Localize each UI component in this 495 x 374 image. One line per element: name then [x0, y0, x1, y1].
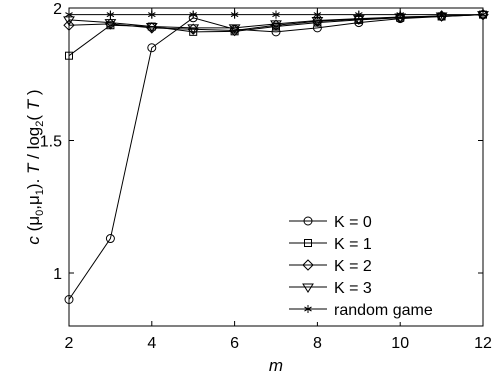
- x-axis-label: m: [269, 356, 283, 374]
- y-label-close: ).: [24, 174, 43, 189]
- legend: K = 0 K = 1 K = 2 K = 3 random game: [282, 204, 476, 322]
- data-point-star: [230, 10, 239, 19]
- x-tick-label: 2: [65, 335, 74, 352]
- legend-label: K = 0: [334, 214, 372, 231]
- data-point-star-stroke: [148, 12, 156, 18]
- y-label-T2: T: [24, 98, 43, 110]
- y-axis-label: c (μ0,μ1). T / log2( T ): [24, 89, 46, 244]
- y-label-open2: (: [24, 110, 43, 120]
- data-point-star-stroke: [65, 12, 73, 18]
- series-line: [68, 14, 484, 300]
- y-label-close2: ): [24, 89, 43, 99]
- y-label-comma: ,: [24, 205, 43, 210]
- data-point-star: [313, 10, 322, 19]
- legend-label: K = 1: [334, 236, 372, 253]
- y-tick-label: 1.5: [40, 134, 62, 151]
- series-line: [68, 14, 484, 29]
- data-point-star-stroke: [396, 12, 404, 18]
- data-point-triangle-down: [187, 24, 200, 34]
- data-point-star: [65, 10, 73, 19]
- data-point-circle: [64, 295, 74, 304]
- y-tick-label: 2: [53, 1, 62, 18]
- x-tick-label: 8: [313, 335, 322, 352]
- y-label-sub0: 0: [34, 210, 46, 216]
- data-point-star-stroke: [313, 12, 322, 18]
- data-point-star: [355, 10, 363, 19]
- y-label-sub1: 1: [34, 189, 46, 195]
- x-tick-label: 6: [230, 335, 239, 352]
- data-point-diamond: [63, 19, 75, 31]
- data-point-circle: [147, 43, 157, 53]
- data-point-star-stroke: [437, 12, 446, 18]
- data-point-star-stroke: [230, 12, 239, 18]
- legend-label: K = 2: [334, 258, 372, 275]
- legend-marker-diamond: [302, 259, 314, 271]
- y-label-sub2: 2: [34, 121, 46, 127]
- legend-marker-circle: [303, 216, 313, 226]
- data-point-triangle-down: [228, 24, 241, 34]
- legend-marker-star-stroke: [304, 306, 312, 312]
- data-point-star: [106, 10, 115, 19]
- data-point-star-stroke: [355, 12, 363, 18]
- data-point-star: [396, 10, 404, 19]
- y-label-open: (: [24, 225, 43, 236]
- y-label-log: / log: [24, 127, 43, 164]
- data-point-star: [272, 10, 280, 19]
- series-random-game: [65, 10, 487, 19]
- legend-marker-star: [304, 305, 312, 313]
- data-point-star: [479, 10, 487, 19]
- x-tick-label: 10: [391, 335, 409, 352]
- y-tick-label: 1: [53, 266, 62, 283]
- y-label-T1: T: [24, 162, 43, 174]
- y-axis-ticks: 11.52: [40, 1, 483, 283]
- data-point-square: [65, 51, 73, 60]
- data-point-circle: [271, 27, 281, 37]
- x-tick-label: 4: [147, 335, 156, 352]
- legend-label: random game: [334, 302, 433, 319]
- data-point-star-stroke: [479, 12, 487, 18]
- y-label-c: c: [24, 236, 43, 245]
- legend-marker-triangle-down: [302, 283, 314, 293]
- data-point-circle: [105, 234, 115, 244]
- y-label-mu0: μ: [24, 216, 43, 226]
- data-point-triangle-down: [270, 20, 282, 30]
- data-point-circle: [312, 23, 322, 33]
- legend-box: [282, 204, 476, 322]
- series-layer: [63, 8, 489, 304]
- data-point-diamond: [228, 24, 241, 37]
- y-label-mu1: μ: [24, 195, 43, 205]
- legend-marker-square: [304, 239, 312, 247]
- x-tick-label: 12: [474, 335, 492, 352]
- data-point-star: [148, 10, 156, 19]
- data-point-triangle-down: [145, 23, 158, 33]
- x-axis-ticks: 2 4 6 8 10 12: [65, 8, 492, 352]
- data-point-star-stroke: [272, 12, 280, 18]
- legend-label: K = 3: [334, 280, 372, 297]
- data-point-triangle-down: [104, 19, 117, 29]
- data-point-star-stroke: [106, 12, 115, 18]
- data-point-star: [437, 10, 446, 19]
- data-point-star-stroke: [189, 12, 197, 18]
- data-point-star: [189, 10, 197, 19]
